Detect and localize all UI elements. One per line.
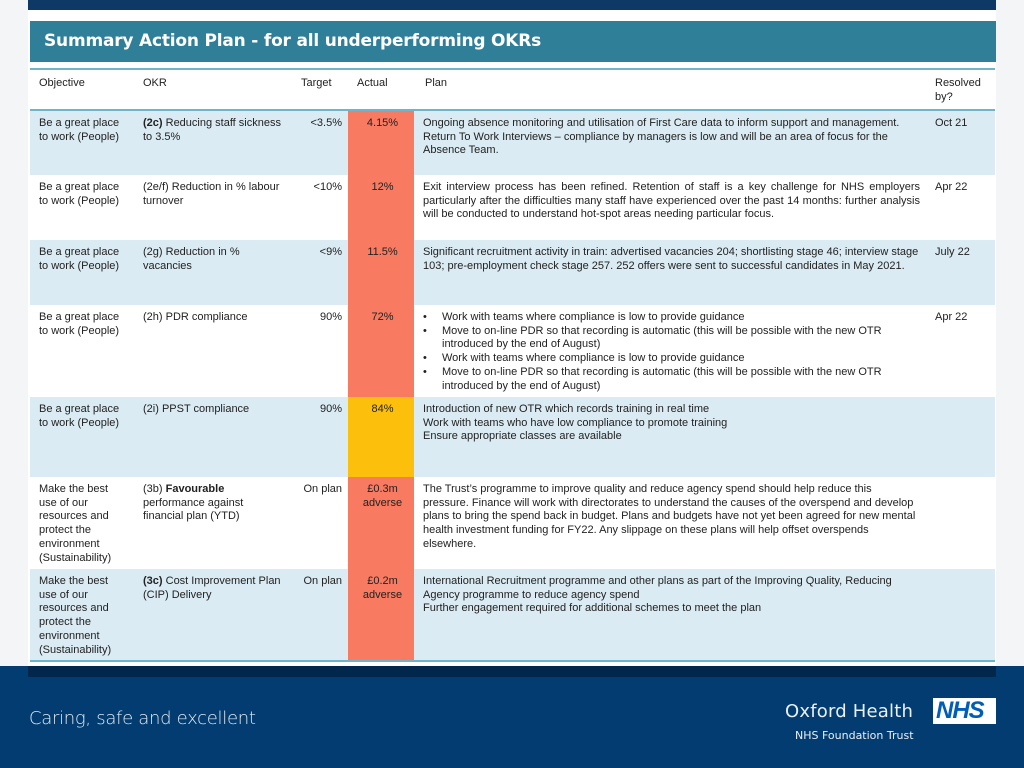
okr-code: (2i) bbox=[143, 403, 159, 415]
title-bar: Summary Action Plan - for all underperfo… bbox=[30, 21, 996, 62]
plan-line: Significant recruitment activity in trai… bbox=[423, 246, 919, 272]
target-cell: <3.5% bbox=[292, 110, 348, 175]
okr-text: Cost Improvement Plan (CIP) Delivery bbox=[143, 575, 281, 601]
okr-text: performance against financial plan (YTD) bbox=[143, 496, 244, 523]
plan-cell: Exit interview process has been refined.… bbox=[414, 175, 926, 240]
okr-text: PPST compliance bbox=[158, 403, 250, 415]
okr-cell: (3b) Favourable performance against fina… bbox=[134, 477, 292, 569]
target-cell: <10% bbox=[292, 175, 348, 240]
okr-text: PDR compliance bbox=[162, 311, 248, 323]
table-header-row: Objective OKR Target Actual Plan Resolve… bbox=[30, 68, 995, 111]
objective-cell: Be a great place to work (People) bbox=[30, 240, 134, 305]
okr-action-table: Objective OKR Target Actual Plan Resolve… bbox=[30, 68, 995, 662]
table-row: Be a great place to work (People) (2g) R… bbox=[30, 240, 995, 305]
resolved-by-cell bbox=[926, 569, 995, 662]
objective-cell: Be a great place to work (People) bbox=[30, 175, 134, 240]
okr-cell: (2g) Reduction in % vacancies bbox=[134, 240, 292, 305]
header-okr: OKR bbox=[134, 68, 292, 111]
plan-bullet: Move to on-line PDR so that recording is… bbox=[423, 366, 920, 393]
plan-bullet: Move to on-line PDR so that recording is… bbox=[423, 325, 920, 352]
target-cell: 90% bbox=[292, 397, 348, 477]
okr-cell: (2i) PPST compliance bbox=[134, 397, 292, 477]
objective-cell: Make the best use of our resources and p… bbox=[30, 477, 134, 569]
actual-cell-red: 12% bbox=[348, 175, 414, 240]
objective-cell: Be a great place to work (People) bbox=[30, 397, 134, 477]
target-cell: On plan bbox=[292, 477, 348, 569]
footer-band bbox=[0, 666, 1024, 768]
okr-text: Reduction in % vacancies bbox=[143, 246, 240, 272]
header-target: Target bbox=[292, 68, 348, 111]
footer-tagline: Caring, safe and excellent bbox=[29, 708, 256, 729]
plan-bullet: Work with teams where compliance is low … bbox=[423, 311, 920, 325]
plan-cell: The Trust’s programme to improve quality… bbox=[414, 477, 926, 569]
table-row: Be a great place to work (People) (2h) P… bbox=[30, 305, 995, 397]
plan-line: Further engagement required for addition… bbox=[423, 602, 762, 615]
okr-code: (2h) bbox=[143, 311, 163, 323]
plan-cell: International Recruitment programme and … bbox=[414, 569, 926, 662]
table-row: Be a great place to work (People) (2c) R… bbox=[30, 110, 995, 175]
target-cell: On plan bbox=[292, 569, 348, 662]
target-cell: <9% bbox=[292, 240, 348, 305]
actual-cell-red: 4.15% bbox=[348, 110, 414, 175]
okr-bold-text: Favourable bbox=[165, 483, 225, 495]
okr-code: (3c) bbox=[143, 575, 163, 587]
objective-cell: Make the best use of our resources and p… bbox=[30, 569, 134, 662]
resolved-by-cell: Apr 22 bbox=[926, 175, 995, 240]
table-row: Be a great place to work (People) (2e/f)… bbox=[30, 175, 995, 240]
org-subtitle: NHS Foundation Trust bbox=[795, 729, 914, 742]
plan-line: Exit interview process has been refined.… bbox=[423, 181, 920, 221]
table-row: Make the best use of our resources and p… bbox=[30, 569, 995, 662]
plan-line: Return To Work Interviews – compliance b… bbox=[423, 130, 888, 157]
okr-code: (3b) bbox=[143, 483, 163, 495]
plan-line: Work with teams who have low compliance … bbox=[423, 416, 728, 429]
org-name: Oxford Health bbox=[785, 701, 914, 722]
target-cell: 90% bbox=[292, 305, 348, 397]
plan-bullet-list: Work with teams where compliance is low … bbox=[423, 311, 920, 393]
okr-cell: (2e/f) Reduction in % labour turnover bbox=[134, 175, 292, 240]
top-accent-bar bbox=[28, 0, 996, 10]
nhs-logo-icon: NHS bbox=[933, 698, 996, 724]
okr-code: (2e/f) bbox=[143, 181, 169, 193]
plan-line: Introduction of new OTR which records tr… bbox=[423, 403, 710, 415]
plan-line: International Recruitment programme and … bbox=[423, 575, 892, 601]
okr-text: Reducing staff sickness to 3.5% bbox=[143, 117, 281, 143]
actual-cell-red: 72% bbox=[348, 305, 414, 397]
okr-cell: (3c) Cost Improvement Plan (CIP) Deliver… bbox=[134, 569, 292, 662]
okr-code: (2c) bbox=[143, 117, 163, 129]
header-objective: Objective bbox=[30, 68, 134, 111]
okr-text: Reduction in % labour turnover bbox=[143, 181, 280, 207]
header-actual: Actual bbox=[348, 68, 414, 111]
plan-cell: Introduction of new OTR which records tr… bbox=[414, 397, 926, 477]
actual-cell-red: £0.2m adverse bbox=[348, 569, 414, 662]
actual-cell-red: £0.3m adverse bbox=[348, 477, 414, 569]
okr-cell: (2c) Reducing staff sickness to 3.5% bbox=[134, 110, 292, 175]
footer-dark-strip bbox=[28, 666, 996, 677]
plan-line: Ongoing absence monitoring and utilisati… bbox=[423, 117, 900, 129]
table-row: Make the best use of our resources and p… bbox=[30, 477, 995, 569]
plan-cell: Work with teams where compliance is low … bbox=[414, 305, 926, 397]
header-plan: Plan bbox=[414, 68, 926, 111]
nhs-logo-text: NHS bbox=[936, 697, 985, 724]
okr-code: (2g) bbox=[143, 246, 163, 258]
actual-cell-amber: 84% bbox=[348, 397, 414, 477]
okr-cell: (2h) PDR compliance bbox=[134, 305, 292, 397]
objective-cell: Be a great place to work (People) bbox=[30, 305, 134, 397]
resolved-by-cell: Oct 21 bbox=[926, 110, 995, 175]
plan-cell: Significant recruitment activity in trai… bbox=[414, 240, 926, 305]
resolved-by-cell bbox=[926, 397, 995, 477]
objective-cell: Be a great place to work (People) bbox=[30, 110, 134, 175]
plan-line: The Trust’s programme to improve quality… bbox=[423, 483, 916, 550]
plan-cell: Ongoing absence monitoring and utilisati… bbox=[414, 110, 926, 175]
resolved-by-cell bbox=[926, 477, 995, 569]
resolved-by-cell: July 22 bbox=[926, 240, 995, 305]
page-title: Summary Action Plan - for all underperfo… bbox=[44, 31, 542, 51]
actual-cell-red: 11.5% bbox=[348, 240, 414, 305]
plan-line: Ensure appropriate classes are available bbox=[423, 430, 622, 443]
resolved-by-cell: Apr 22 bbox=[926, 305, 995, 397]
plan-bullet: Work with teams where compliance is low … bbox=[423, 352, 920, 366]
table-row: Be a great place to work (People) (2i) P… bbox=[30, 397, 995, 477]
header-resolved-by: Resolved by? bbox=[926, 68, 995, 111]
